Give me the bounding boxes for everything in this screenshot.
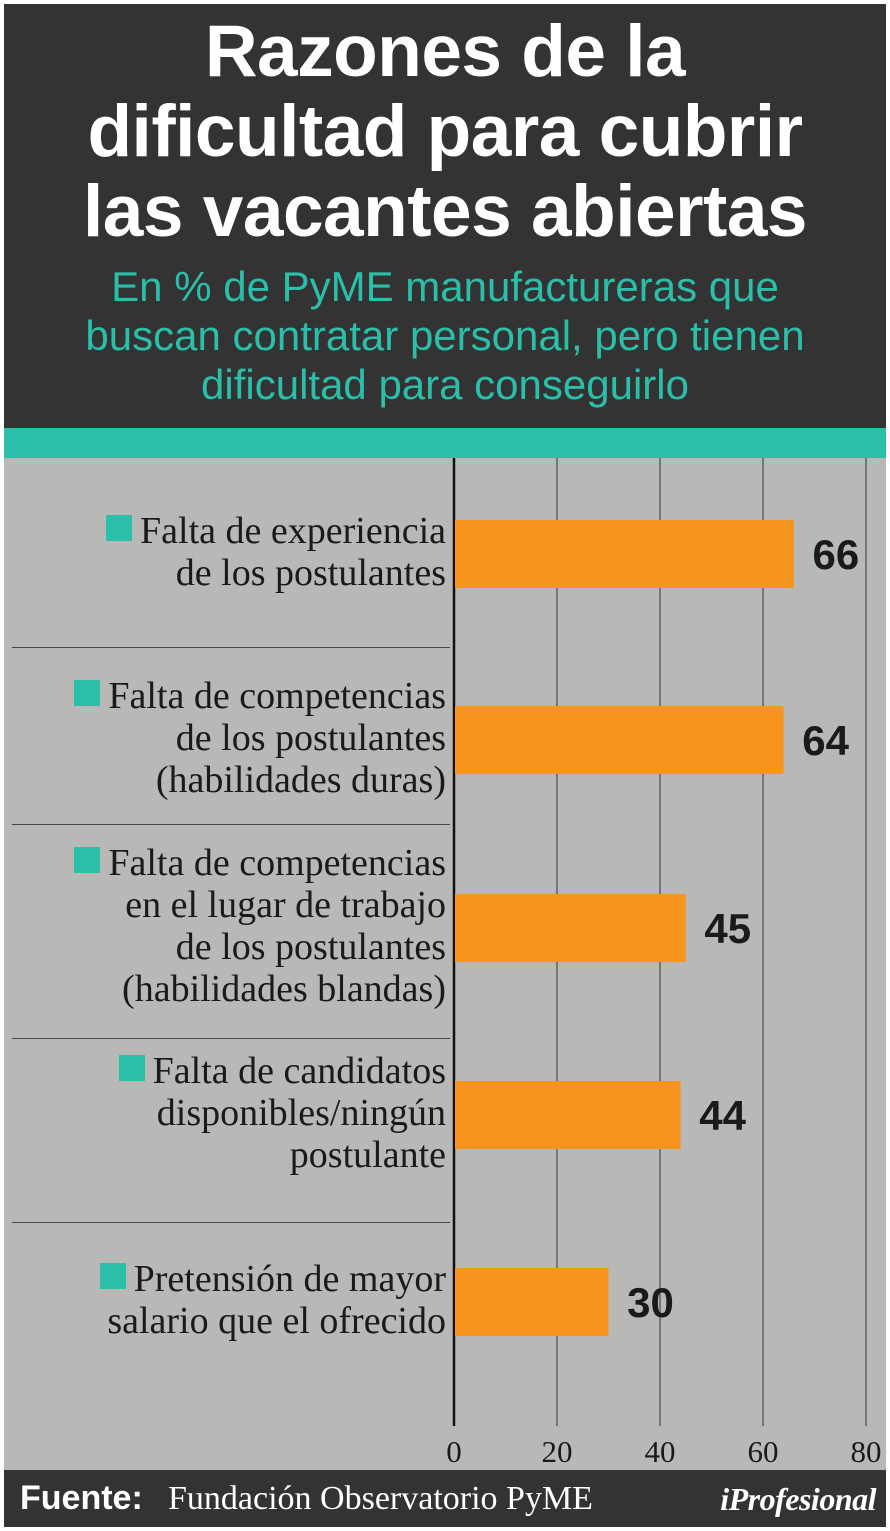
x-tick-label-40: 40	[645, 1434, 676, 1469]
source-label: Fuente:	[20, 1479, 143, 1517]
x-tick-label-80: 80	[851, 1434, 882, 1469]
category-label-5: Pretensión de mayor salario que el ofreci…	[6, 1258, 446, 1342]
x-tick-label-20: 20	[542, 1434, 573, 1469]
value-label-2: 64	[802, 717, 849, 764]
value-label-4: 44	[699, 1092, 746, 1139]
value-label-3: 45	[704, 905, 751, 952]
bar-2	[455, 706, 784, 774]
title-line-2: dificultad para cubrir	[87, 91, 803, 172]
legend-square-icon	[74, 680, 101, 706]
category-separator	[12, 647, 450, 648]
category-separator	[12, 824, 450, 825]
legend-square-icon	[106, 515, 133, 541]
accent-band	[4, 428, 886, 458]
brand-logo: iProfesional	[720, 1481, 876, 1517]
legend-square-icon	[99, 1263, 126, 1289]
bar-4	[455, 1081, 681, 1149]
bar-5	[455, 1268, 609, 1336]
subtitle-line-3: dificultad para conseguirlo	[201, 361, 689, 408]
category-separator	[12, 1222, 450, 1223]
category-label-2: Falta de competencias de los postulantes(…	[6, 675, 446, 801]
category-label-4: Falta de candidatos disponibles/ningún pos…	[6, 1050, 446, 1176]
header-panel: Razones de la dificultad para cubrir las v…	[4, 4, 886, 428]
title-line-1: Razones de la	[204, 11, 686, 92]
category-label-3: Falta de competencias en el lugar de trab…	[6, 842, 446, 1010]
category-separator	[12, 1038, 450, 1039]
chart-title: Razones de la dificultad para cubrir las v…	[4, 12, 886, 252]
bar-1	[455, 520, 794, 588]
bar-plot: 0 20 40 60 80 66 64 45 44 30	[446, 458, 882, 1469]
chart-subtitle: En % de PyME manufactureras que buscan co…	[4, 262, 886, 409]
source-text: Fundación Observatorio PyME	[168, 1480, 593, 1517]
footer: Fuente: Fundación Observatorio PyME iPro…	[4, 1470, 886, 1527]
legend-square-icon	[74, 847, 101, 873]
value-label-5: 30	[627, 1279, 674, 1326]
subtitle-line-1: En % de PyME manufactureras que	[111, 263, 779, 310]
bar-3	[455, 894, 686, 962]
x-tick-label-60: 60	[748, 1434, 779, 1469]
category-label-1: Falta de experiencia de los postulantes	[6, 510, 446, 594]
value-label-1: 66	[813, 531, 860, 578]
subtitle-line-2: buscan contratar personal, pero tienen	[85, 312, 805, 359]
x-tick-label-0: 0	[446, 1434, 462, 1469]
legend-square-icon	[118, 1055, 145, 1081]
infographic: Razones de la dificultad para cubrir las v…	[4, 4, 886, 1527]
title-line-3: las vacantes abiertas	[82, 171, 808, 252]
